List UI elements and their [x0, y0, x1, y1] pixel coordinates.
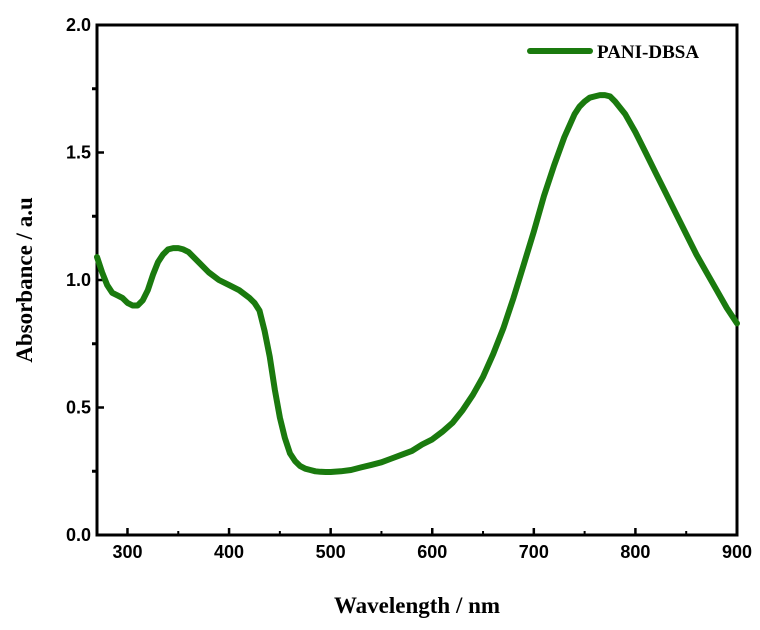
y-axis-tick-labels: 0.0 0.5 1.0 1.5 2.0: [66, 15, 91, 545]
x-tick-label: 700: [519, 542, 549, 562]
x-tick-label: 500: [316, 542, 346, 562]
x-axis-tick-labels: 300 400 500 600 700 800 900: [112, 542, 752, 562]
y-tick-label: 0.0: [66, 525, 91, 545]
y-tick-label: 1.0: [66, 270, 91, 290]
y-tick-label: 0.5: [66, 398, 91, 418]
x-tick-label: 900: [722, 542, 752, 562]
x-axis-ticks: [126, 528, 739, 535]
x-tick-label: 300: [112, 542, 142, 562]
y-axis-title: Absorbance / a.u: [12, 197, 37, 363]
legend-label: PANI-DBSA: [597, 42, 699, 63]
plot-frame: [95, 23, 739, 537]
y-axis-ticks: [92, 23, 104, 537]
x-tick-label: 400: [214, 542, 244, 562]
y-tick-label: 1.5: [66, 143, 91, 163]
x-tick-label: 800: [620, 542, 650, 562]
y-tick-label: 2.0: [66, 15, 91, 35]
x-tick-label: 600: [417, 542, 447, 562]
x-axis-title: Wavelength / nm: [334, 593, 500, 618]
legend: PANI-DBSA: [527, 42, 699, 63]
series-line-pani-dbsa: [94, 92, 740, 475]
series-layer: [94, 92, 740, 475]
